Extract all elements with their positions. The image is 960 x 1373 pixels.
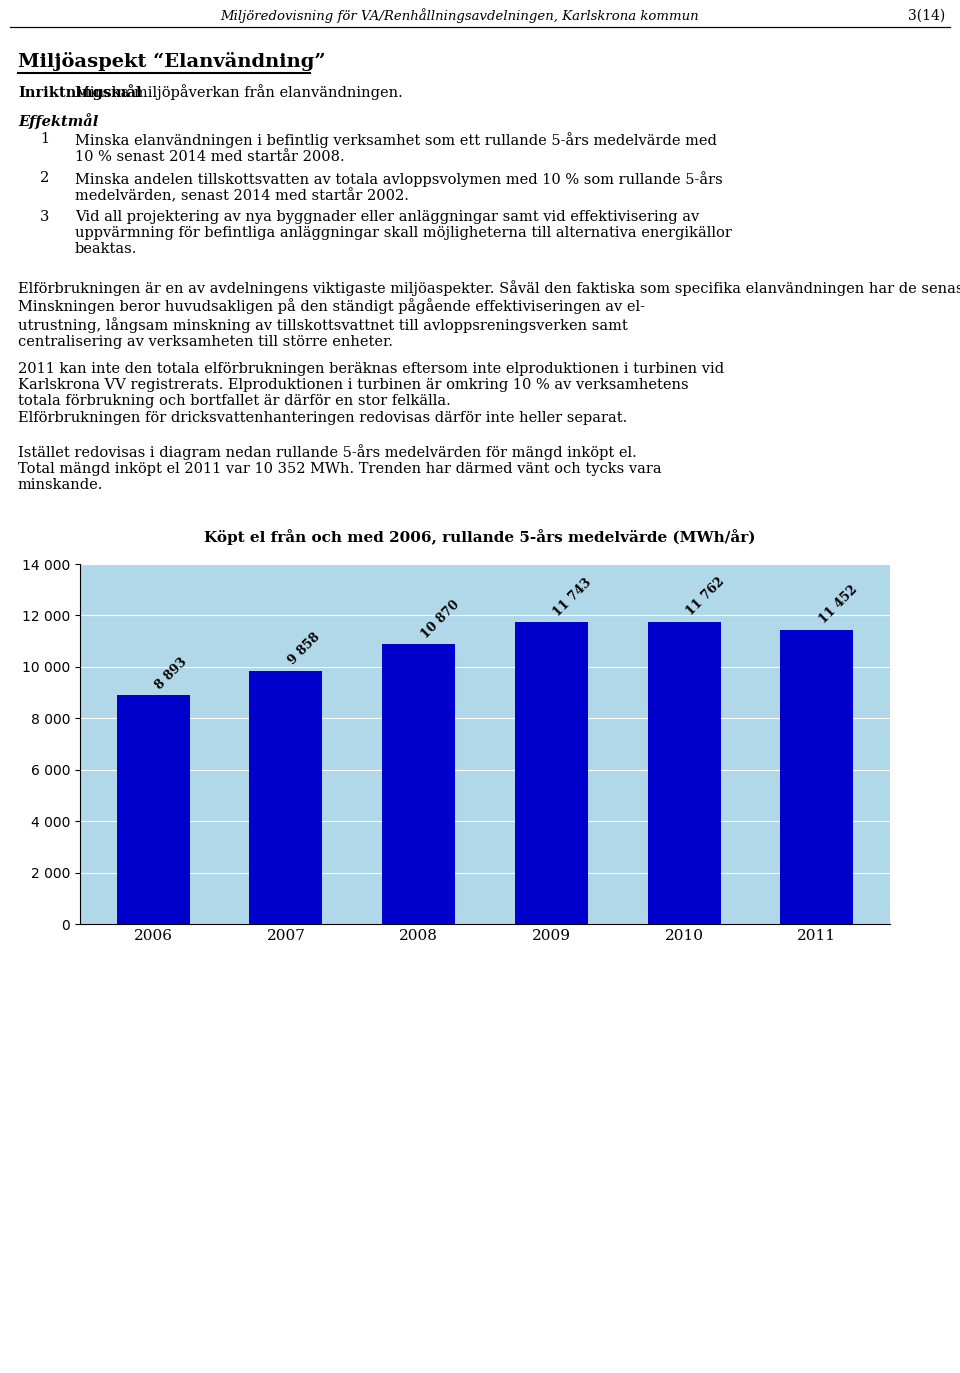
Text: Elförbrukningen är en av avdelningens viktigaste miljöaspekter. Såväl den faktis: Elförbrukningen är en av avdelningens vi…: [18, 280, 960, 349]
Text: 8 893: 8 893: [154, 655, 190, 692]
Text: Istället redovisas i diagram nedan rullande 5-års medelvärden för mängd inköpt e: Istället redovisas i diagram nedan rulla…: [18, 443, 661, 493]
Bar: [648, 622, 721, 924]
Text: 11 762: 11 762: [684, 575, 727, 618]
Text: Köpt el från och med 2006, rullande 5-års medelvärde (MWh/år): Köpt el från och med 2006, rullande 5-år…: [204, 529, 756, 545]
Bar: [515, 622, 588, 924]
Bar: [250, 670, 323, 924]
Bar: [780, 629, 853, 924]
Text: 3(14): 3(14): [908, 10, 945, 23]
Text: 11 743: 11 743: [551, 575, 594, 619]
Text: Minska andelen tillskottsvatten av totala avloppsvolymen med 10 % som rullande 5: Minska andelen tillskottsvatten av total…: [75, 172, 723, 203]
Text: 2011 kan inte den totala elförbrukningen beräknas eftersom inte elproduktionen i: 2011 kan inte den totala elförbrukningen…: [18, 362, 724, 424]
Bar: [382, 644, 455, 924]
Text: 10 870: 10 870: [419, 599, 462, 641]
Bar: [117, 695, 190, 924]
Text: Miljöaspekt “Elanvändning”: Miljöaspekt “Elanvändning”: [18, 52, 325, 71]
Text: Vid all projektering av nya byggnader eller anläggningar samt vid effektiviserin: Vid all projektering av nya byggnader el…: [75, 210, 732, 257]
Text: 2: 2: [40, 172, 49, 185]
Text: Effektmål: Effektmål: [18, 113, 98, 129]
Text: Miljöredovisning för VA/Renhållningsavdelningen, Karlskrona kommun: Miljöredovisning för VA/Renhållningsavde…: [221, 8, 699, 23]
Text: 3: 3: [40, 210, 49, 224]
Text: Minska elanvändningen i befintlig verksamhet som ett rullande 5-års medelvärde m: Minska elanvändningen i befintlig verksa…: [75, 132, 717, 165]
Text: 11 452: 11 452: [817, 584, 860, 626]
Text: 1: 1: [40, 132, 49, 146]
Text: Minska miljöpåverkan från elanvändningen.: Minska miljöpåverkan från elanvändningen…: [75, 84, 403, 100]
Text: 9 858: 9 858: [286, 630, 323, 667]
Text: Inriktningsmål: Inriktningsmål: [18, 84, 142, 100]
